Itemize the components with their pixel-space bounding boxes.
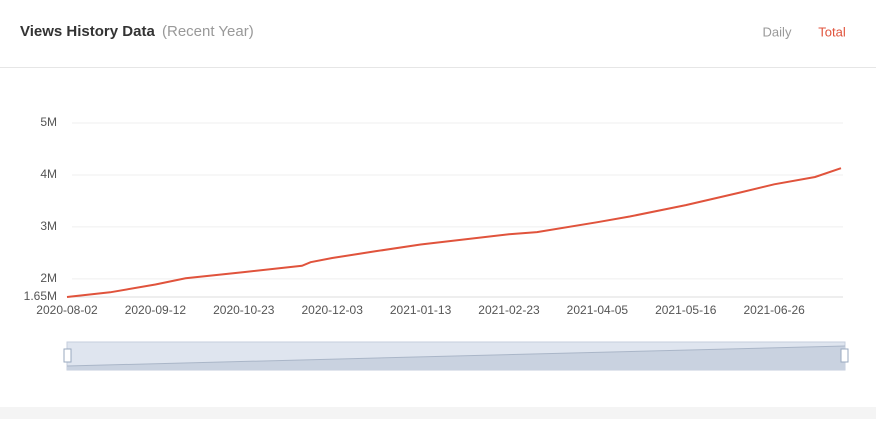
slider-handle-right[interactable] — [840, 348, 849, 363]
x-tick-label: 2021-01-13 — [390, 303, 452, 317]
x-tick-label: 2021-06-26 — [743, 303, 805, 317]
panel-subtitle: (Recent Year) — [162, 23, 254, 40]
x-tick-label: 2021-05-16 — [655, 303, 717, 317]
footer-band — [0, 407, 876, 419]
y-tick-label: 2M — [40, 271, 57, 285]
panel-title: Views History Data — [20, 23, 155, 40]
tab-total[interactable]: Total — [818, 24, 846, 39]
y-tick-label: 3M — [40, 219, 57, 233]
y-tick-label: 1.65M — [24, 289, 57, 303]
x-tick-label: 2020-10-23 — [213, 303, 275, 317]
x-tick-label: 2020-09-12 — [125, 303, 187, 317]
y-tick-label: 4M — [40, 167, 57, 181]
series-line — [66, 167, 842, 298]
slider-preview — [67, 346, 845, 370]
slider-preview-line — [66, 345, 846, 367]
zoom-slider[interactable] — [63, 341, 849, 371]
x-tick-label: 2020-12-03 — [301, 303, 363, 317]
tab-daily[interactable]: Daily — [763, 24, 792, 39]
x-tick-label: 2020-08-02 — [36, 303, 98, 317]
x-tick-label: 2021-02-23 — [478, 303, 540, 317]
y-tick-label: 5M — [40, 115, 57, 129]
slider-handle-left[interactable] — [63, 348, 72, 363]
x-tick-label: 2021-04-05 — [567, 303, 629, 317]
